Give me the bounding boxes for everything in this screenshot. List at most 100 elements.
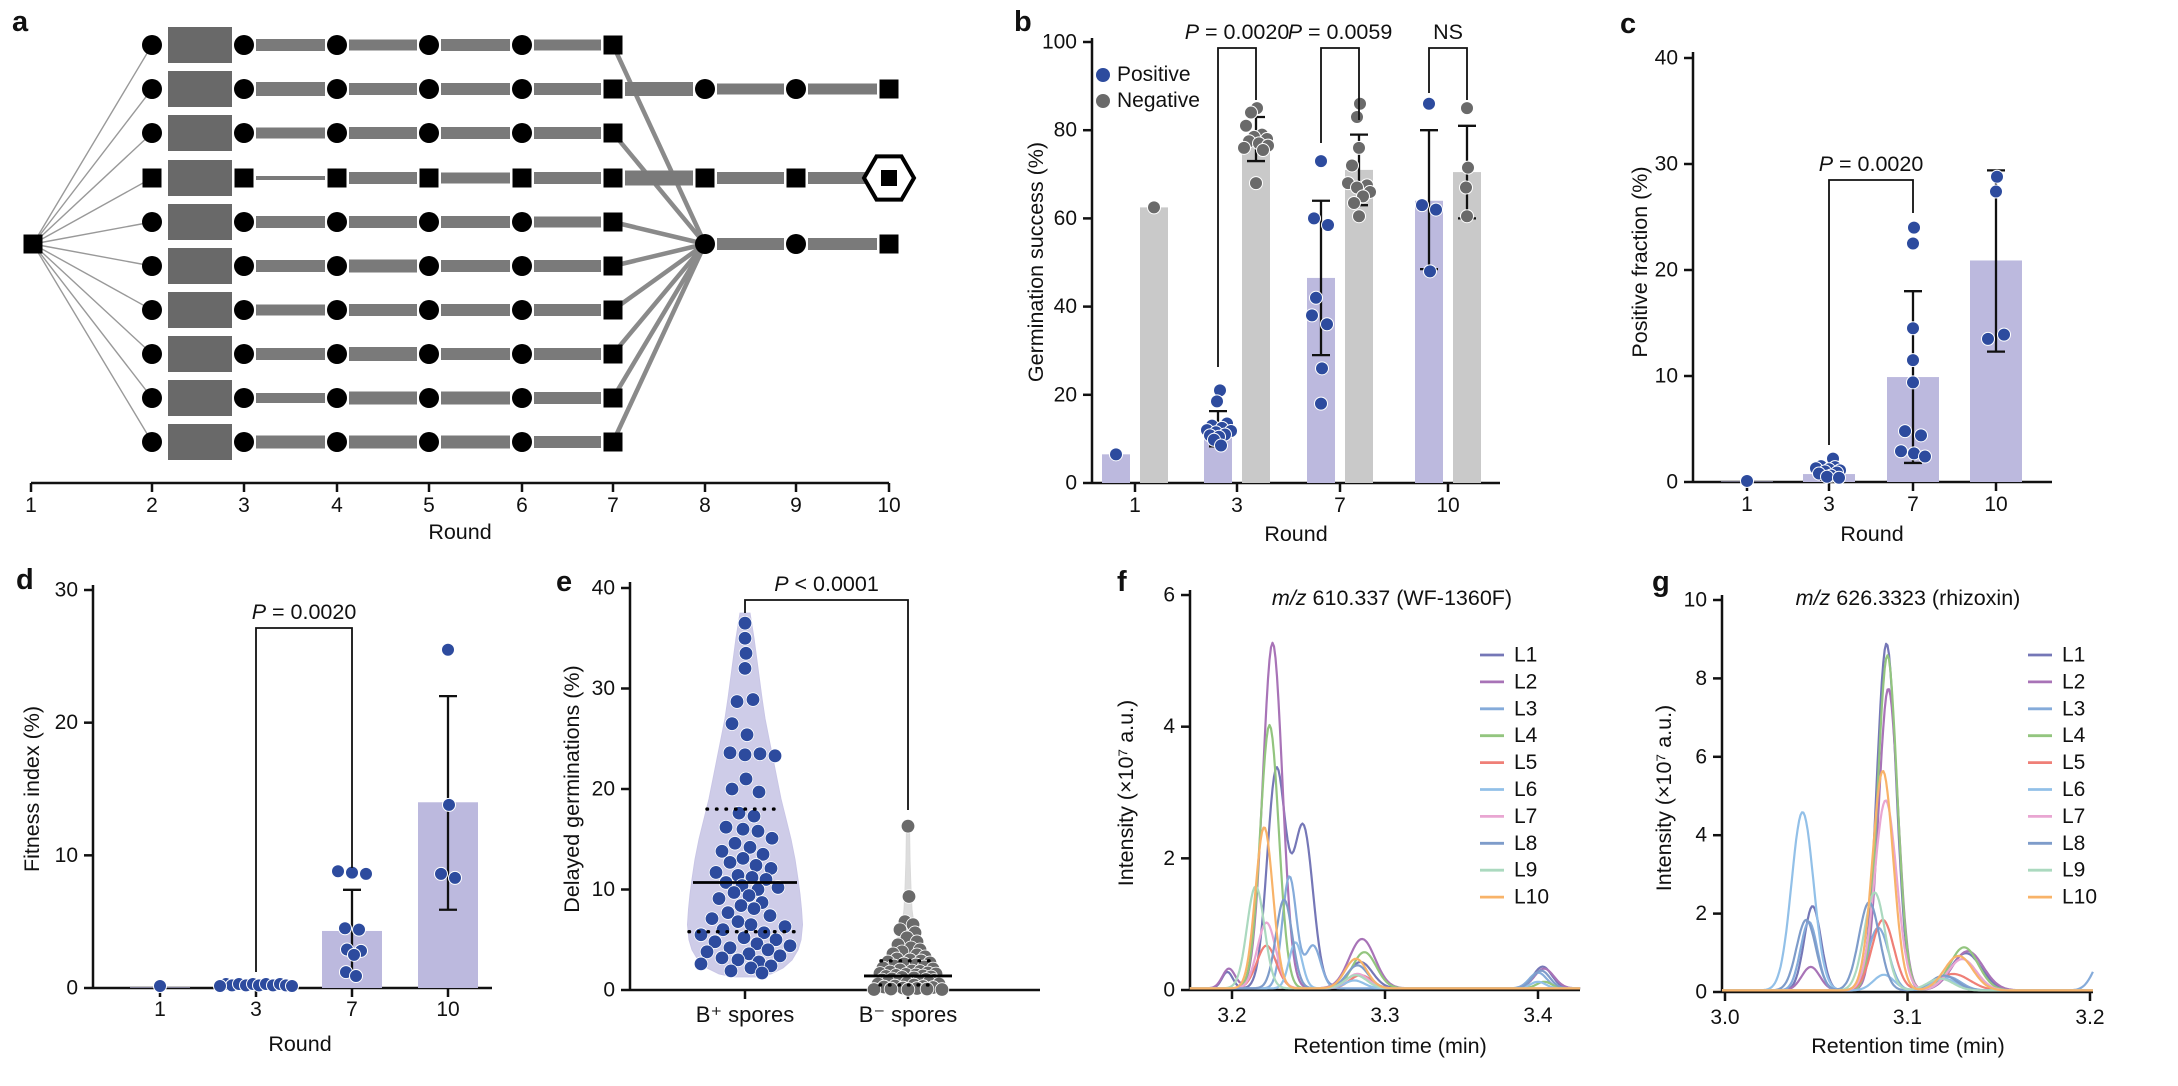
y-tick-label: 6	[1163, 584, 1175, 607]
lineage-node-square	[786, 168, 806, 188]
data-point	[730, 952, 746, 968]
expansion-box	[168, 248, 232, 284]
data-point	[730, 914, 746, 929]
p-value-label: P < 0.0001	[774, 572, 879, 596]
data-point	[1237, 140, 1251, 155]
y-tick-label: 2	[1163, 847, 1175, 870]
p-value-label: P = 0.0059	[1288, 20, 1393, 44]
x-tick-label: 7	[1334, 494, 1346, 517]
round-tick-label: 1	[25, 494, 37, 517]
passage-bar	[534, 392, 601, 404]
data-point	[1249, 176, 1263, 191]
data-point	[722, 745, 738, 761]
data-point	[285, 979, 299, 994]
expansion-box	[168, 336, 232, 372]
x-tick-label: 3	[1823, 493, 1835, 516]
data-point	[764, 831, 780, 846]
lineage-node-circle	[234, 212, 254, 232]
y-tick-label: 0	[1065, 472, 1077, 495]
data-point	[1350, 109, 1364, 124]
lineage-node-square	[603, 212, 623, 232]
legend-label-L1: L1	[2062, 644, 2085, 667]
data-point	[1307, 211, 1321, 226]
lineage-node-circle	[327, 432, 347, 452]
lineage-node-circle	[419, 79, 439, 99]
fan-line	[32, 243, 153, 399]
expansion-box	[168, 115, 232, 151]
data-point	[1906, 236, 1920, 251]
y-tick-label: 20	[1655, 259, 1678, 282]
lineage-node-square	[603, 432, 623, 452]
data-point	[737, 631, 753, 646]
data-point	[1320, 317, 1334, 332]
data-point	[1214, 438, 1228, 453]
data-point	[434, 866, 448, 881]
data-point	[748, 858, 764, 873]
data-point	[746, 901, 762, 916]
passage-bar	[717, 83, 784, 95]
chromatogram-trace-L7	[1722, 799, 2093, 992]
data-point	[1981, 331, 1995, 346]
passage-bar	[441, 216, 510, 228]
lineage-node-square	[603, 79, 623, 99]
data-point	[153, 979, 167, 994]
fan-line	[32, 221, 153, 245]
lineage-node-circle	[419, 35, 439, 55]
passage-bar	[256, 216, 325, 228]
round-tick-label: 3	[238, 494, 250, 517]
passage-bar	[441, 83, 510, 95]
data-point	[738, 646, 754, 661]
y-tick-label: 0	[66, 977, 78, 1000]
lineage-node-circle	[234, 79, 254, 99]
data-point	[1352, 140, 1366, 155]
lineage-node-circle	[327, 300, 347, 320]
panel-d: 0 10 20 30 1 3 7 10 P = 0.0020	[55, 579, 492, 1021]
passage-bar	[441, 260, 510, 272]
lineage-node-circle	[327, 388, 347, 408]
data-point	[733, 898, 749, 913]
merge-line	[611, 131, 707, 246]
y-tick-label: 40	[592, 577, 615, 600]
passage-bar	[534, 127, 601, 139]
data-point	[1305, 308, 1319, 323]
data-point	[772, 948, 788, 964]
data-point	[750, 824, 766, 839]
x-tick-label: 3.0	[1710, 1006, 1739, 1029]
legend: L1 L2 L3 L4 L5 L6 L7 L8 L9 L10	[1480, 644, 1549, 909]
data-point	[1314, 154, 1328, 169]
passage-bar	[534, 39, 601, 51]
data-point	[743, 917, 759, 932]
data-point	[741, 888, 757, 903]
bar	[1242, 139, 1270, 483]
lineage-node-circle	[419, 300, 439, 320]
passage-bar	[534, 83, 601, 95]
lineage-node-circle	[234, 300, 254, 320]
data-point	[745, 692, 761, 707]
data-point	[777, 919, 793, 934]
y-tick-label: 10	[592, 878, 615, 901]
lineage-node-circle	[142, 212, 162, 232]
data-point	[1459, 180, 1473, 195]
data-point	[749, 936, 765, 951]
data-point	[762, 908, 778, 923]
x-tick-label: 1	[1129, 494, 1141, 517]
passage-bar	[349, 216, 417, 228]
passage-bar	[441, 391, 510, 405]
lineage-node-circle	[142, 256, 162, 276]
data-point	[1460, 101, 1474, 116]
data-point	[727, 836, 743, 851]
data-point	[751, 784, 767, 800]
data-point	[1309, 290, 1323, 305]
panel-g: 0 2 4 6 8 10 3.0 3.1 3.2 L1 L2 L3 L4 L5 L6 L7 L8 L9 L10	[1684, 589, 2105, 1030]
lineage-node-circle	[234, 256, 254, 276]
data-point	[347, 947, 361, 962]
lineage-node-circle	[419, 432, 439, 452]
expansion-box	[168, 380, 232, 416]
passage-bar	[808, 83, 877, 95]
data-point	[900, 818, 916, 834]
data-point	[737, 661, 753, 676]
merge-line	[610, 44, 708, 245]
legend-label-L6: L6	[2062, 778, 2085, 801]
data-point	[1244, 105, 1258, 120]
